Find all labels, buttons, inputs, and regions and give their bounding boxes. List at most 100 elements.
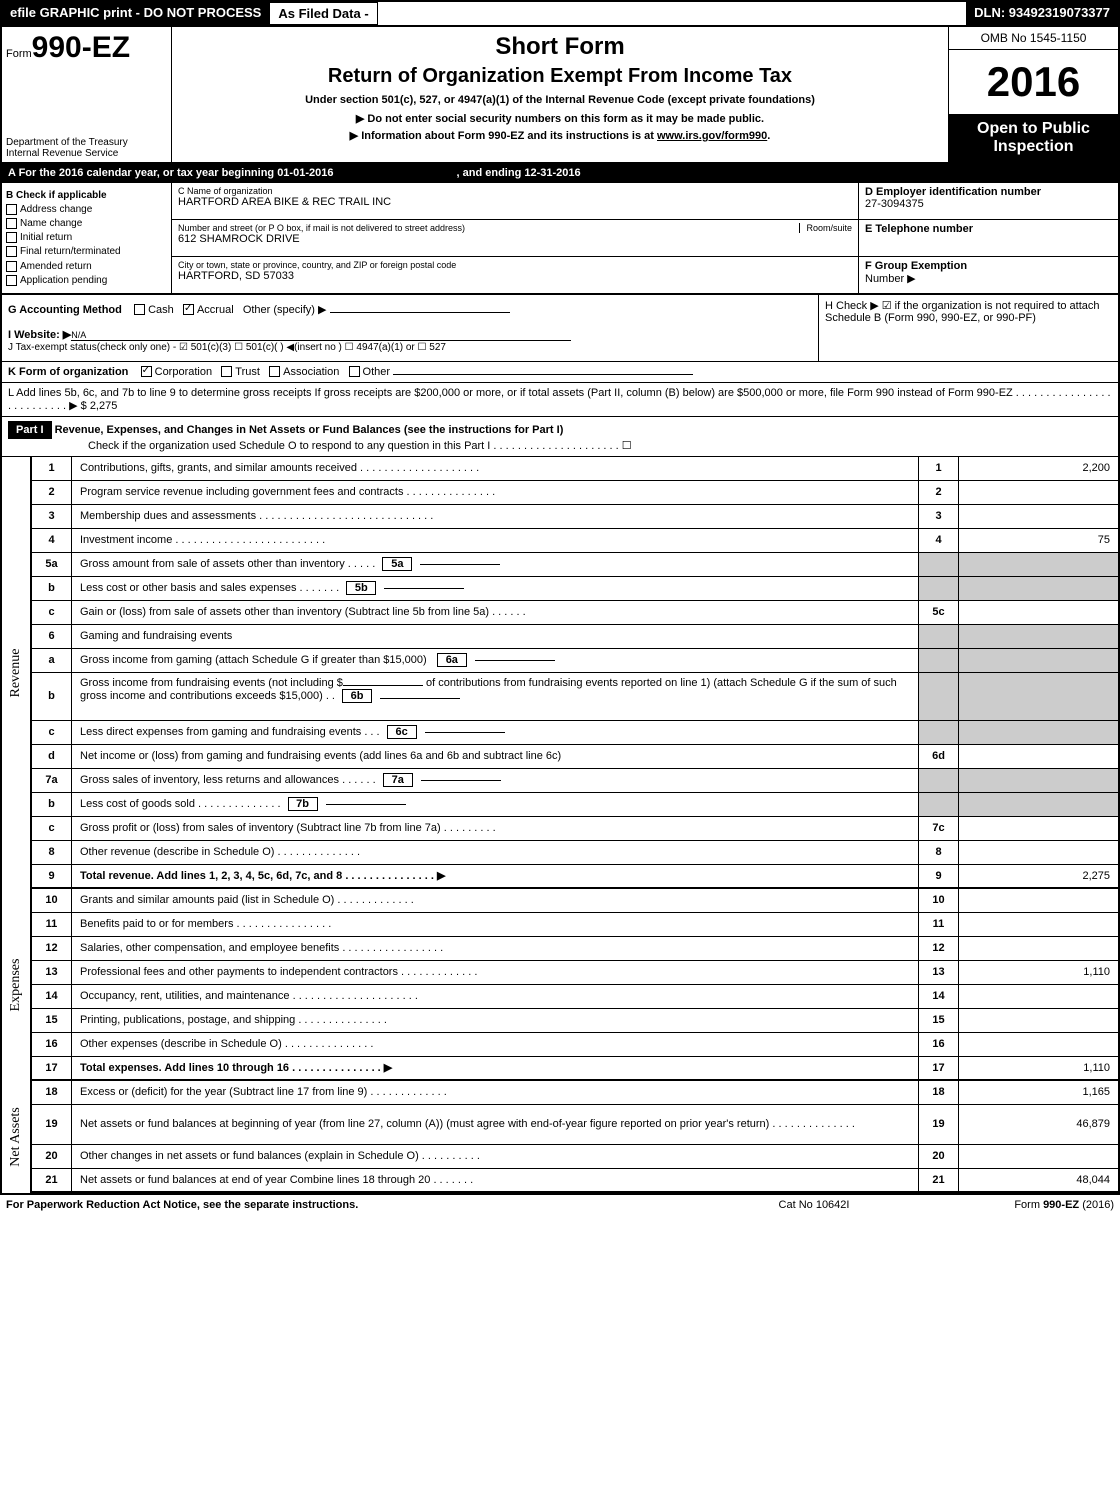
trust-checkbox[interactable]: [221, 366, 232, 377]
line-7b: bLess cost of goods sold . . . . . . . .…: [32, 793, 1118, 817]
city: HARTFORD, SD 57033: [178, 270, 852, 282]
efile-notice: efile GRAPHIC print - DO NOT PROCESS: [2, 2, 269, 25]
irs: Internal Revenue Service: [6, 148, 128, 159]
section-b: B Check if applicable Address change Nam…: [2, 183, 172, 293]
tax-year: 2016: [949, 50, 1118, 114]
line-13-amount: 1,110: [958, 961, 1118, 984]
check-name[interactable]: Name change: [6, 218, 167, 229]
section-j: J Tax-exempt status(check only one) - ☑ …: [8, 342, 446, 353]
check-final[interactable]: Final return/terminated: [6, 246, 167, 257]
treasury: Department of the Treasury: [6, 137, 128, 148]
line-1-amount: 2,200: [958, 457, 1118, 480]
line-6b: bGross income from fundraising events (n…: [32, 673, 1118, 721]
line-18: 18Excess or (deficit) for the year (Subt…: [32, 1081, 1118, 1105]
accrual-checkbox[interactable]: [183, 304, 194, 315]
line-10-amount: [958, 889, 1118, 912]
form-title: Return of Organization Exempt From Incom…: [178, 65, 942, 88]
line-3-amount: [958, 505, 1118, 528]
line-12-amount: [958, 937, 1118, 960]
check-initial[interactable]: Initial return: [6, 232, 167, 243]
line-10: 10Grants and similar amounts paid (list …: [32, 889, 1118, 913]
line-5c-amount: [958, 601, 1118, 624]
expenses-side: Expenses: [2, 889, 32, 1081]
section-a: A For the 2016 calendar year, or tax yea…: [2, 164, 1118, 183]
section-l: L Add lines 5b, 6c, and 7b to line 9 to …: [2, 383, 1118, 417]
line-5c: cGain or (loss) from sale of assets othe…: [32, 601, 1118, 625]
line-6a: aGross income from gaming (attach Schedu…: [32, 649, 1118, 673]
cat-number: Cat No 10642I: [714, 1199, 914, 1211]
section-g-label: G Accounting Method: [8, 304, 122, 316]
org-name: HARTFORD AREA BIKE & REC TRAIL INC: [178, 196, 852, 208]
form-prefix: Form: [6, 48, 32, 60]
check-address[interactable]: Address change: [6, 204, 167, 215]
line-6d-amount: [958, 745, 1118, 768]
topbar: efile GRAPHIC print - DO NOT PROCESS As …: [2, 2, 1118, 27]
line-7c: cGross profit or (loss) from sales of in…: [32, 817, 1118, 841]
as-filed: As Filed Data -: [269, 2, 377, 25]
meta-section: B Check if applicable Address change Nam…: [2, 183, 1118, 295]
line-4: 4Investment income . . . . . . . . . . .…: [32, 529, 1118, 553]
line-19-amount: 46,879: [958, 1105, 1118, 1144]
line-11-amount: [958, 913, 1118, 936]
line-17-amount: 1,110: [958, 1057, 1118, 1079]
line-1: 1Contributions, gifts, grants, and simil…: [32, 457, 1118, 481]
paperwork-notice: For Paperwork Reduction Act Notice, see …: [6, 1199, 714, 1211]
line-6c: cLess direct expenses from gaming and fu…: [32, 721, 1118, 745]
other-checkbox[interactable]: [349, 366, 360, 377]
line-5b: bLess cost or other basis and sales expe…: [32, 577, 1118, 601]
line-16-amount: [958, 1033, 1118, 1056]
section-f: F Group Exemption Number ▶: [859, 257, 1118, 293]
cash-checkbox[interactable]: [134, 304, 145, 315]
line-19: 19Net assets or fund balances at beginni…: [32, 1105, 1118, 1145]
netassets-side: Net Assets: [2, 1081, 32, 1193]
section-c: C Name of organization HARTFORD AREA BIK…: [172, 183, 858, 293]
line-17: 17Total expenses. Add lines 10 through 1…: [32, 1057, 1118, 1081]
form-header: Form990-EZ Department of the Treasury In…: [2, 27, 1118, 164]
city-label: City or town, state or province, country…: [178, 260, 852, 270]
line-9: 9Total revenue. Add lines 1, 2, 3, 4, 5c…: [32, 865, 1118, 889]
line-6d: dNet income or (loss) from gaming and fu…: [32, 745, 1118, 769]
line-15: 15Printing, publications, postage, and s…: [32, 1009, 1118, 1033]
line-14: 14Occupancy, rent, utilities, and mainte…: [32, 985, 1118, 1009]
revenue-side: Revenue: [2, 457, 32, 889]
line-14-amount: [958, 985, 1118, 1008]
part1-label: Part I: [8, 421, 52, 439]
assoc-checkbox[interactable]: [269, 366, 280, 377]
street: 612 SHAMROCK DRIVE: [178, 233, 852, 245]
section-d: D Employer identification number 27-3094…: [859, 183, 1118, 220]
part1-header: Part I Revenue, Expenses, and Changes in…: [2, 417, 1118, 457]
line-15-amount: [958, 1009, 1118, 1032]
corp-checkbox[interactable]: [141, 366, 152, 377]
omb-number: OMB No 1545-1150: [949, 27, 1118, 50]
open-to-public: Open to Public Inspection: [949, 114, 1118, 162]
line-6: 6Gaming and fundraising events: [32, 625, 1118, 649]
street-label: Number and street (or P O box, if mail i…: [178, 223, 852, 233]
ein: 27-3094375: [865, 198, 1112, 210]
part1-title: Revenue, Expenses, and Changes in Net As…: [55, 424, 564, 436]
form-number: 990-EZ: [32, 31, 130, 64]
line-7a: 7aGross sales of inventory, less returns…: [32, 769, 1118, 793]
line-7c-amount: [958, 817, 1118, 840]
check-pending[interactable]: Application pending: [6, 275, 167, 286]
info-notice: ▶ Information about Form 990-EZ and its …: [178, 129, 942, 142]
line-2: 2Program service revenue including gover…: [32, 481, 1118, 505]
org-name-label: C Name of organization: [178, 186, 852, 196]
form-id: Form 990-EZ (2016): [914, 1199, 1114, 1211]
irs-link[interactable]: www.irs.gov/form990: [657, 130, 767, 142]
line-2-amount: [958, 481, 1118, 504]
part1-check: Check if the organization used Schedule …: [8, 439, 1112, 452]
check-amended[interactable]: Amended return: [6, 261, 167, 272]
line-12: 12Salaries, other compensation, and empl…: [32, 937, 1118, 961]
ssn-notice: ▶ Do not enter social security numbers o…: [178, 112, 942, 125]
page-footer: For Paperwork Reduction Act Notice, see …: [0, 1195, 1120, 1215]
form-subtitle: Under section 501(c), 527, or 4947(a)(1)…: [178, 94, 942, 106]
line-8: 8Other revenue (describe in Schedule O) …: [32, 841, 1118, 865]
line-11: 11Benefits paid to or for members . . . …: [32, 913, 1118, 937]
dln: DLN: 93492319073377: [966, 2, 1118, 25]
line-13: 13Professional fees and other payments t…: [32, 961, 1118, 985]
section-k: K Form of organization Corporation Trust…: [2, 362, 1118, 383]
section-i-label: I Website: ▶: [8, 329, 71, 341]
line-16: 16Other expenses (describe in Schedule O…: [32, 1033, 1118, 1057]
line-20-amount: [958, 1145, 1118, 1168]
line-20: 20Other changes in net assets or fund ba…: [32, 1145, 1118, 1169]
